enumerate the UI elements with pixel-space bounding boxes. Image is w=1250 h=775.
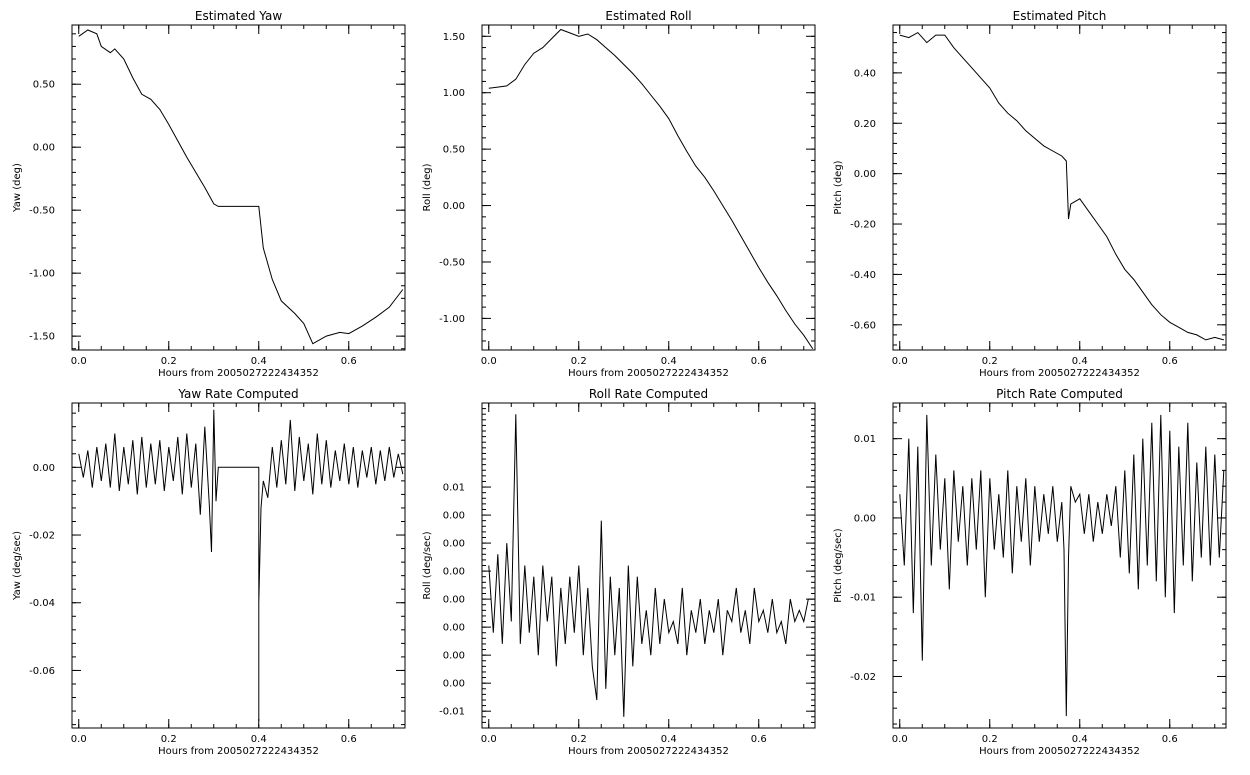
x-axis-label: Hours from 2005027222434352 [158, 746, 319, 757]
y-tick-label: 0.20 [854, 119, 876, 130]
y-tick-label: -0.02 [850, 672, 876, 683]
x-tick-label: 0.0 [71, 734, 87, 745]
x-tick-label: 0.0 [892, 734, 908, 745]
x-axis-label: Hours from 2005027222434352 [568, 368, 729, 379]
x-tick-label: 0.4 [1072, 356, 1088, 367]
chart-title: Pitch Rate Computed [996, 387, 1123, 401]
chart-panel-4: 0.0 0.2 0.4 0.6 -0.06 -0.04 -0.02 0.00 Yaw Rate … [12, 387, 406, 757]
y-tick-label: 0.00 [443, 539, 465, 550]
y-tick-label: 0.00 [443, 679, 465, 690]
y-tick-label: 0.00 [33, 143, 55, 154]
y-tick-label: 0.40 [854, 68, 876, 79]
plot-frame [892, 24, 1227, 351]
y-tick-label: 0.01 [443, 483, 465, 494]
y-tick-label: -0.50 [29, 206, 55, 217]
y-tick-label: 0.00 [443, 623, 465, 634]
y-axis-label: Pitch (deg/sec) [833, 528, 844, 603]
y-tick-label: 0.00 [443, 567, 465, 578]
y-tick-label: -0.20 [850, 220, 876, 231]
x-tick-label: 0.6 [751, 356, 767, 367]
y-tick-label: -0.60 [850, 320, 876, 331]
x-tick-label: 0.0 [892, 356, 908, 367]
y-tick-label: 0.00 [443, 511, 465, 522]
y-tick-label: 0.00 [443, 201, 465, 212]
y-tick-label: 0.50 [33, 80, 55, 91]
y-tick-label: -0.50 [439, 257, 465, 268]
x-tick-label: 0.0 [481, 356, 497, 367]
y-axis-label: Yaw (deg) [12, 163, 23, 213]
y-tick-label: -0.04 [29, 598, 55, 609]
y-axis-label: Roll (deg) [422, 163, 433, 211]
y-tick-label: 0.00 [443, 595, 465, 606]
plot-frame [481, 24, 816, 351]
x-tick-label: 0.6 [1162, 734, 1178, 745]
series-line-1 [899, 414, 1225, 717]
y-tick-label: -1.50 [29, 332, 55, 343]
y-tick-label: 0.00 [854, 169, 876, 180]
chart-title: Estimated Pitch [1013, 9, 1107, 23]
chart-title: Estimated Roll [605, 9, 691, 23]
plot-frame [481, 402, 816, 729]
y-tick-label: 1.00 [443, 88, 465, 99]
x-tick-label: 0.0 [481, 734, 497, 745]
y-axis-label: Pitch (deg) [833, 160, 844, 214]
y-tick-label: -0.02 [29, 531, 55, 542]
x-tick-label: 0.6 [341, 734, 357, 745]
chart-title: Yaw Rate Computed [177, 387, 298, 401]
y-tick-label: -0.40 [850, 270, 876, 281]
x-tick-label: 0.2 [161, 734, 177, 745]
y-tick-label: 0.00 [854, 513, 876, 524]
y-tick-label: 0.01 [854, 434, 876, 445]
x-tick-label: 0.4 [1072, 734, 1088, 745]
chart-title: Estimated Yaw [195, 9, 282, 23]
y-tick-label: -0.01 [850, 593, 876, 604]
series-line-1 [78, 29, 404, 345]
y-tick-label: 0.00 [33, 463, 55, 474]
chart-title: Roll Rate Computed [589, 387, 708, 401]
y-tick-label: -0.01 [439, 707, 465, 718]
y-tick-label: -1.00 [439, 314, 465, 325]
y-tick-label: 0.50 [443, 145, 465, 156]
y-axis-label: Yaw (deg/sec) [12, 531, 23, 601]
y-tick-label: 0.00 [443, 651, 465, 662]
x-axis-label: Hours from 2005027222434352 [979, 368, 1140, 379]
chart-panel-6: 0.0 0.2 0.4 0.6 -0.02 -0.01 0.00 0.01 Pitch Rate… [833, 387, 1227, 757]
series-line-1 [488, 414, 813, 717]
chart-panel-2: 0.0 0.2 0.4 0.6 -1.00 -0.50 0.00 0.50 1.00 1.50 Es… [422, 9, 816, 379]
x-tick-label: 0.4 [251, 734, 267, 745]
y-axis-label: Roll (deg/sec) [422, 531, 433, 599]
x-tick-label: 0.0 [71, 356, 87, 367]
x-tick-label: 0.6 [341, 356, 357, 367]
plot-frame [71, 402, 406, 729]
x-axis-label: Hours from 2005027222434352 [979, 746, 1140, 757]
y-tick-label: -1.00 [29, 269, 55, 280]
x-tick-label: 0.2 [571, 356, 587, 367]
series-line-1 [488, 28, 814, 350]
series-line-1 [899, 31, 1224, 341]
x-tick-label: 0.2 [161, 356, 177, 367]
series-line-1 [78, 409, 404, 722]
chart-panel-3: 0.0 0.2 0.4 0.6 -0.60 -0.40 -0.20 0.00 0.20 0.40 E… [833, 9, 1227, 379]
x-axis-label: Hours from 2005027222434352 [568, 746, 729, 757]
x-tick-label: 0.4 [661, 356, 677, 367]
chart-panel-1: 0.0 0.2 0.4 0.6 -1.50 -1.00 -0.50 0.00 0.50 Estim… [12, 9, 406, 379]
chart-panel-5: 0.0 0.2 0.4 0.6 -0.01 0.00 0.00 0.00 0.00 0.00 0.0… [422, 387, 816, 757]
x-tick-label: 0.6 [1162, 356, 1178, 367]
y-tick-label: -0.06 [29, 666, 55, 677]
y-tick-label: 1.50 [443, 32, 465, 43]
x-tick-label: 0.2 [982, 356, 998, 367]
x-tick-label: 0.4 [661, 734, 677, 745]
x-tick-label: 0.6 [751, 734, 767, 745]
plot-frame [71, 24, 406, 351]
x-tick-label: 0.4 [251, 356, 267, 367]
x-tick-label: 0.2 [571, 734, 587, 745]
x-axis-label: Hours from 2005027222434352 [158, 368, 319, 379]
x-tick-label: 0.2 [982, 734, 998, 745]
